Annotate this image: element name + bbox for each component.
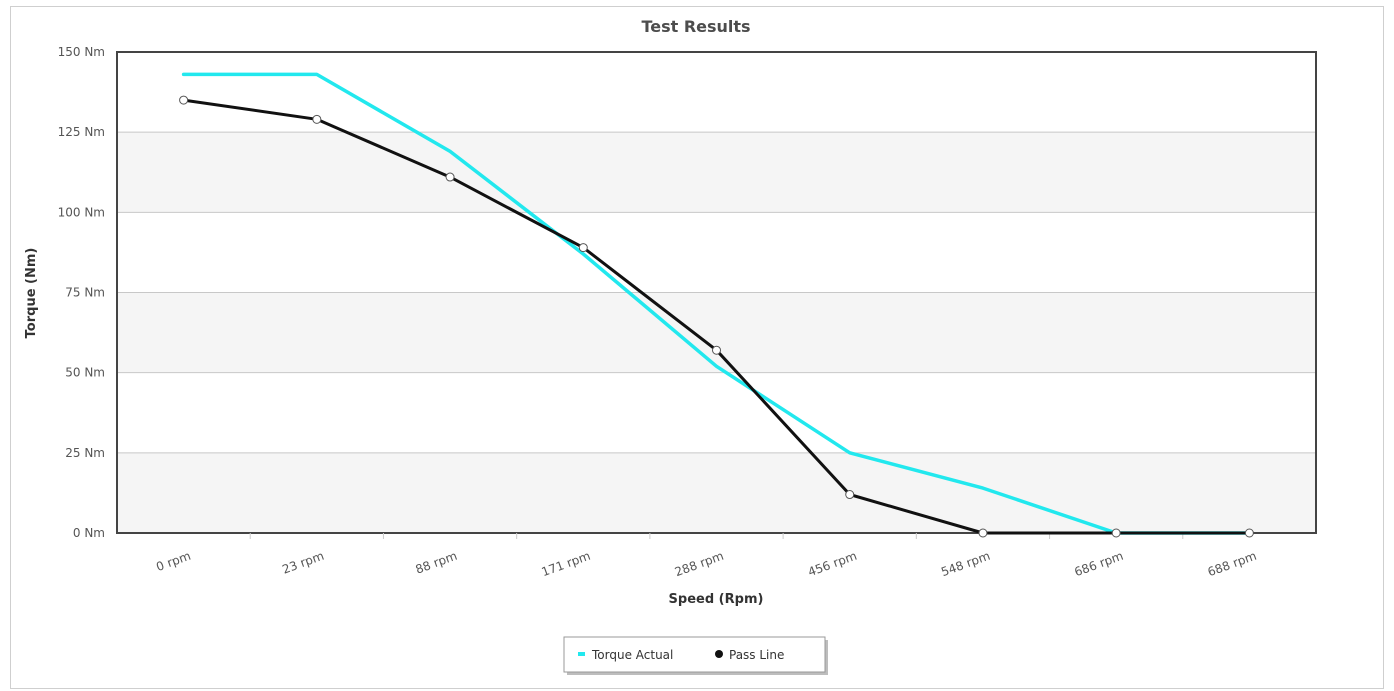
- y-tick-label: 125 Nm: [58, 125, 105, 139]
- x-tick-label: 288 rpm: [673, 549, 726, 580]
- data-point: [1111, 528, 1121, 538]
- x-axis-tick-labels: 0 rpm 23 rpm 88 rpm 171 rpm 288 rpm 456 rpm 54…: [154, 549, 1258, 580]
- chart-title: Test Results: [641, 17, 750, 36]
- plot-band: [117, 372, 1316, 453]
- data-point: [1244, 528, 1254, 538]
- x-axis-title: Speed (Rpm): [669, 592, 764, 607]
- y-axis-tick-labels: 0 Nm 25 Nm 50 Nm 75 Nm 100 Nm 125 Nm 150 Nm: [58, 45, 105, 540]
- legend-label: Pass Line: [729, 648, 784, 662]
- x-tick-label: 688 rpm: [1206, 549, 1259, 580]
- y-tick-label: 100 Nm: [58, 205, 105, 219]
- y-tick-label: 75 Nm: [65, 286, 105, 300]
- data-point: [312, 114, 322, 124]
- y-axis-title: Torque (Nm): [24, 248, 39, 339]
- data-point: [978, 528, 988, 538]
- legend-box: [563, 636, 826, 673]
- legend-label: Torque Actual: [591, 648, 673, 662]
- plot-band: [117, 452, 1316, 533]
- data-point: [712, 345, 721, 355]
- plot-band: [117, 52, 1316, 133]
- x-tick-label: 88 rpm: [414, 549, 460, 577]
- x-tick-label: 456 rpm: [806, 549, 859, 580]
- legend-item-0: Torque Actual: [578, 648, 673, 662]
- data-point: [845, 490, 855, 500]
- y-tick-label: 0 Nm: [73, 526, 105, 540]
- legend: Torque Actual Pass Line: [563, 636, 828, 675]
- legend-item-1: Pass Line: [715, 648, 784, 662]
- series-line-0: [181, 72, 1252, 535]
- plot-border: [116, 51, 1317, 534]
- grid-lines: [117, 131, 1316, 454]
- x-tick-label: 0 rpm: [154, 549, 192, 574]
- x-tick-label: 686 rpm: [1073, 549, 1126, 580]
- x-tick-label: 23 rpm: [280, 549, 326, 577]
- plot-bands: [117, 52, 1316, 533]
- plot-band: [117, 292, 1316, 373]
- data-point: [179, 95, 189, 105]
- x-tick-label: 171 rpm: [540, 549, 593, 580]
- y-tick-label: 25 Nm: [65, 446, 105, 460]
- legend-items: Torque Actual Pass Line: [578, 648, 784, 662]
- data-point: [445, 172, 455, 182]
- legend-swatch: [578, 652, 585, 656]
- y-tick-label: 150 Nm: [58, 45, 105, 59]
- y-tick-label: 50 Nm: [65, 366, 105, 380]
- legend-swatch: [715, 650, 723, 658]
- series-layer: [179, 72, 1254, 538]
- data-point: [578, 243, 588, 253]
- x-tick-label: 548 rpm: [939, 549, 992, 580]
- plot-band: [117, 212, 1316, 293]
- plot-band: [117, 132, 1316, 213]
